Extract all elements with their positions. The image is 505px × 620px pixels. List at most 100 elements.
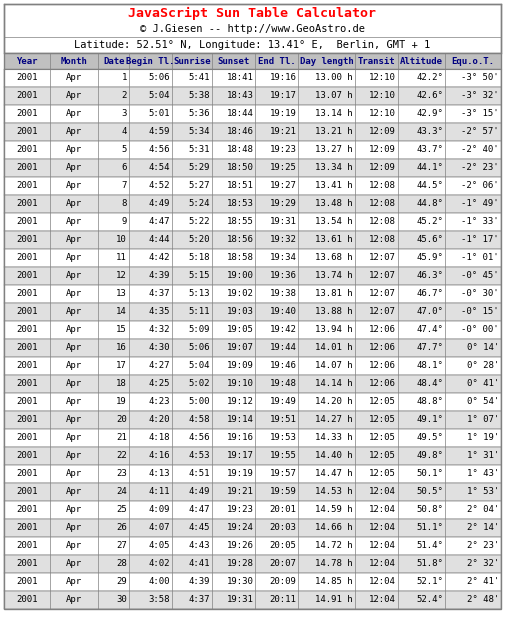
Text: Apr: Apr (66, 128, 82, 136)
Text: 42.9°: 42.9° (417, 110, 443, 118)
Text: Altitude: Altitude (400, 56, 443, 66)
Text: -0° 00': -0° 00' (462, 326, 499, 335)
Text: 5:20: 5:20 (189, 236, 211, 244)
Text: 4:54: 4:54 (148, 164, 170, 172)
Text: 19:24: 19:24 (227, 523, 254, 533)
Text: 13.54 h: 13.54 h (316, 218, 353, 226)
Text: 4:56: 4:56 (189, 433, 211, 443)
Text: 19:19: 19:19 (227, 469, 254, 479)
Text: 12:06: 12:06 (369, 343, 396, 353)
Text: 19:28: 19:28 (227, 559, 254, 569)
Text: 48.1°: 48.1° (417, 361, 443, 371)
Text: 51.1°: 51.1° (417, 523, 443, 533)
Text: 4:58: 4:58 (189, 415, 211, 425)
Text: 12:04: 12:04 (369, 505, 396, 515)
Text: Sunrise: Sunrise (173, 56, 211, 66)
Text: 13.74 h: 13.74 h (316, 272, 353, 280)
Text: 52.1°: 52.1° (417, 577, 443, 587)
Text: 19:32: 19:32 (270, 236, 296, 244)
Text: 5:02: 5:02 (189, 379, 211, 389)
Text: 46.7°: 46.7° (417, 290, 443, 298)
Text: 2001: 2001 (16, 272, 38, 280)
Text: 12:09: 12:09 (369, 164, 396, 172)
Text: 12:05: 12:05 (369, 415, 396, 425)
Text: 51.4°: 51.4° (417, 541, 443, 551)
Text: 19:38: 19:38 (270, 290, 296, 298)
Text: 4:37: 4:37 (189, 595, 211, 604)
Text: 22: 22 (116, 451, 127, 461)
Text: 12:10: 12:10 (369, 74, 396, 82)
Text: -1° 01': -1° 01' (462, 254, 499, 262)
Text: 42.2°: 42.2° (417, 74, 443, 82)
Text: Apr: Apr (66, 451, 82, 461)
Text: 13.94 h: 13.94 h (316, 326, 353, 335)
Text: Apr: Apr (66, 541, 82, 551)
Text: 4:05: 4:05 (148, 541, 170, 551)
Text: 19:46: 19:46 (270, 361, 296, 371)
Text: 4:39: 4:39 (189, 577, 211, 587)
Text: 2001: 2001 (16, 200, 38, 208)
Text: 5: 5 (122, 146, 127, 154)
Text: 2° 23': 2° 23' (467, 541, 499, 551)
Text: Month: Month (61, 56, 88, 66)
Text: 52.4°: 52.4° (417, 595, 443, 604)
Text: 18:43: 18:43 (227, 92, 254, 100)
Text: 0° 28': 0° 28' (467, 361, 499, 371)
Text: 14.72 h: 14.72 h (316, 541, 353, 551)
Text: 12:06: 12:06 (369, 361, 396, 371)
Bar (4, 501, 501, 519)
Text: 1° 19': 1° 19' (467, 433, 499, 443)
Text: 0° 41': 0° 41' (467, 379, 499, 389)
Bar (4, 87, 501, 105)
Text: 13.41 h: 13.41 h (316, 182, 353, 190)
Text: 18: 18 (116, 379, 127, 389)
Text: 21: 21 (116, 433, 127, 443)
Text: 19:12: 19:12 (227, 397, 254, 407)
Text: 12:07: 12:07 (369, 254, 396, 262)
Text: Sunset: Sunset (218, 56, 250, 66)
Text: 4:11: 4:11 (148, 487, 170, 497)
Text: 19:59: 19:59 (270, 487, 296, 497)
Text: JavaScript Sun Table Calculator: JavaScript Sun Table Calculator (128, 6, 377, 20)
Text: 47.4°: 47.4° (417, 326, 443, 335)
Text: Apr: Apr (66, 110, 82, 118)
Text: 14.40 h: 14.40 h (316, 451, 353, 461)
Text: 13.61 h: 13.61 h (316, 236, 353, 244)
Text: -0° 30': -0° 30' (462, 290, 499, 298)
Text: 19:53: 19:53 (270, 433, 296, 443)
Text: Apr: Apr (66, 433, 82, 443)
Text: 12:09: 12:09 (369, 128, 396, 136)
Text: 1° 43': 1° 43' (467, 469, 499, 479)
Text: 4:35: 4:35 (148, 308, 170, 316)
Text: 4:25: 4:25 (148, 379, 170, 389)
Text: 2: 2 (122, 92, 127, 100)
Text: Apr: Apr (66, 254, 82, 262)
Text: 1° 07': 1° 07' (467, 415, 499, 425)
Text: 2001: 2001 (16, 236, 38, 244)
Text: 2001: 2001 (16, 218, 38, 226)
Text: 9: 9 (122, 218, 127, 226)
Bar (4, 53, 501, 69)
Text: 2° 41': 2° 41' (467, 577, 499, 587)
Text: -2° 57': -2° 57' (462, 128, 499, 136)
Text: 44.1°: 44.1° (417, 164, 443, 172)
Text: Apr: Apr (66, 272, 82, 280)
Text: 14.14 h: 14.14 h (316, 379, 353, 389)
Text: Apr: Apr (66, 361, 82, 371)
Text: 25: 25 (116, 505, 127, 515)
Text: 4:39: 4:39 (148, 272, 170, 280)
Text: Apr: Apr (66, 92, 82, 100)
Text: Apr: Apr (66, 308, 82, 316)
Text: 4:45: 4:45 (189, 523, 211, 533)
Text: 15: 15 (116, 326, 127, 335)
Text: 19:34: 19:34 (270, 254, 296, 262)
Bar (4, 249, 501, 267)
Text: 13.34 h: 13.34 h (316, 164, 353, 172)
Text: 5:04: 5:04 (148, 92, 170, 100)
Bar (4, 393, 501, 411)
Text: Apr: Apr (66, 218, 82, 226)
Text: 4:41: 4:41 (189, 559, 211, 569)
Text: 49.5°: 49.5° (417, 433, 443, 443)
Text: 13.14 h: 13.14 h (316, 110, 353, 118)
Text: 4:49: 4:49 (148, 200, 170, 208)
